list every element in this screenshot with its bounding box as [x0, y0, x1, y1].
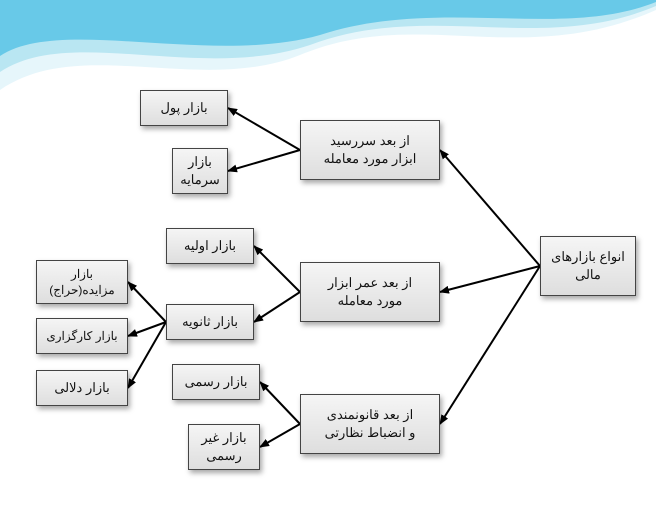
node-dim2: از بعد عمر ابزار مورد معامله — [300, 262, 440, 322]
node-cap: بازار سرمایه — [172, 148, 228, 194]
node-dim3: از بعد قانونمندی و انضباط نظارتی — [300, 394, 440, 454]
node-auc: بازار مزایده(حراج) — [36, 260, 128, 304]
edge-sec-deal — [128, 322, 166, 388]
diagram-canvas: انواع بازارهای مالی از بعد سررسید ابزار م… — [0, 0, 656, 514]
edge-dim3-inform — [260, 424, 300, 447]
node-deal: بازار دلالی — [36, 370, 128, 406]
edge-root-dim2 — [440, 266, 540, 292]
node-sec: بازار ثانویه — [166, 304, 254, 340]
edge-dim2-sec — [254, 292, 300, 322]
edge-root-dim1 — [440, 150, 540, 266]
node-formal: بازار رسمی — [172, 364, 260, 400]
node-brok: بازار کارگزاری — [36, 318, 128, 354]
node-money: بازار پول — [140, 90, 228, 126]
edge-dim2-prim — [254, 246, 300, 292]
edge-sec-auc — [128, 282, 166, 322]
edge-sec-brok — [128, 322, 166, 336]
edge-dim1-money — [228, 108, 300, 150]
node-dim1: از بعد سررسید ابزار مورد معامله — [300, 120, 440, 180]
node-inform: بازار غیر رسمی — [188, 424, 260, 470]
edge-root-dim3 — [440, 266, 540, 424]
node-root: انواع بازارهای مالی — [540, 236, 636, 296]
edge-dim3-formal — [260, 382, 300, 424]
node-prim: بازار اولیه — [166, 228, 254, 264]
edge-dim1-cap — [228, 150, 300, 171]
